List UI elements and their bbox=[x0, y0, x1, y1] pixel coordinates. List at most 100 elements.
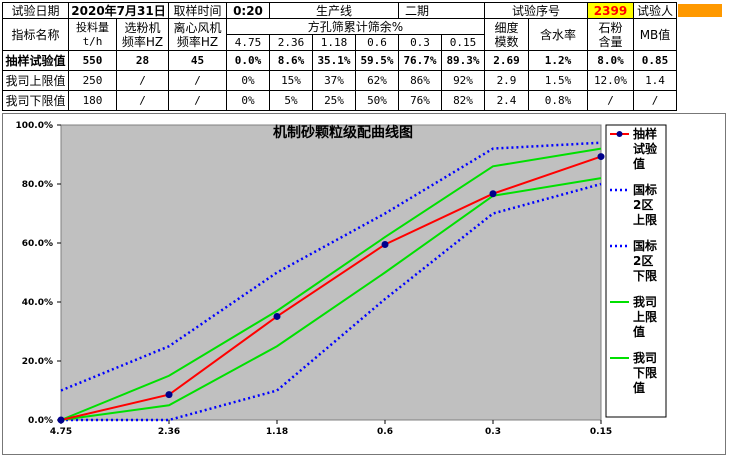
table-cell[interactable]: 50% bbox=[355, 90, 399, 111]
sieve-header: 2.36 bbox=[269, 34, 313, 51]
data-point bbox=[597, 153, 605, 161]
legend-label-line: 2区 bbox=[633, 254, 653, 268]
table-cell[interactable]: / bbox=[168, 90, 227, 111]
legend-label-line: 试验 bbox=[633, 141, 658, 156]
y-tick-label: 100.0% bbox=[16, 121, 54, 131]
serial-label: 试验序号 bbox=[484, 2, 588, 19]
sieve-header: 4.75 bbox=[226, 34, 270, 51]
table-cell[interactable]: 92% bbox=[441, 70, 485, 91]
table-cell[interactable]: 2.69 bbox=[484, 50, 529, 71]
sieve-header: 0.6 bbox=[355, 34, 399, 51]
table-cell[interactable]: 8.6% bbox=[269, 50, 313, 71]
table-row-upper: 我司上限值 250 / / 0% 15% 37% 62% 86% 92% 2.9… bbox=[2, 70, 677, 91]
table-cell[interactable]: 1.5% bbox=[528, 70, 588, 91]
stone-powder-header: 石粉 含量 bbox=[587, 18, 634, 51]
tester-name-redacted bbox=[678, 4, 722, 17]
table-cell[interactable]: 1.4 bbox=[633, 70, 677, 91]
table-cell[interactable]: 0% bbox=[226, 70, 270, 91]
legend-box bbox=[605, 124, 667, 418]
table-cell[interactable]: 2.9 bbox=[484, 70, 529, 91]
table-cell[interactable]: 12.0% bbox=[587, 70, 634, 91]
legend-label-line: 值 bbox=[633, 324, 645, 339]
legend-label: 抽样试验值 bbox=[633, 126, 658, 171]
legend-label-line: 国标 bbox=[633, 182, 657, 197]
table-row-sample: 抽样试验值 550 28 45 0.0% 8.6% 35.1% 59.5% 76… bbox=[2, 50, 677, 71]
sample-time-value[interactable]: 0:20 bbox=[226, 2, 270, 19]
separator-freq-header: 选粉机 频率HZ bbox=[116, 18, 169, 51]
legend-label: 我司下限值 bbox=[633, 350, 657, 395]
table-cell[interactable]: 0.8% bbox=[528, 90, 588, 111]
table-cell[interactable]: 89.3% bbox=[441, 50, 485, 71]
sample-time-label: 取样时间 bbox=[168, 2, 227, 19]
table-cell[interactable]: 35.1% bbox=[312, 50, 356, 71]
chart-title: 机制砂颗粒级配曲线图 bbox=[273, 124, 413, 141]
table-cell[interactable]: 37% bbox=[312, 70, 356, 91]
table-cell[interactable]: 2.4 bbox=[484, 90, 529, 111]
table-cell[interactable]: 76.7% bbox=[398, 50, 442, 71]
series-line bbox=[60, 155, 602, 421]
data-point bbox=[57, 416, 65, 424]
mb-header: MB值 bbox=[633, 18, 677, 51]
table-cell[interactable]: 550 bbox=[68, 50, 117, 71]
legend-label-line: 2区 bbox=[633, 198, 653, 212]
table-cell[interactable]: 8.0% bbox=[587, 50, 634, 71]
legend-label: 国标 2区上限 bbox=[633, 182, 657, 227]
table-cell[interactable]: 28 bbox=[116, 50, 169, 71]
table-cell[interactable]: 0.85 bbox=[633, 50, 677, 71]
x-tick-label: 0.3 bbox=[485, 427, 501, 437]
row-label: 我司下限值 bbox=[2, 90, 69, 111]
moisture-header: 含水率 bbox=[528, 18, 588, 51]
table-cell[interactable]: 250 bbox=[68, 70, 117, 91]
series-line bbox=[60, 177, 602, 421]
table-cell[interactable]: 62% bbox=[355, 70, 399, 91]
table-cell[interactable]: 180 bbox=[68, 90, 117, 111]
table-cell[interactable]: 0.0% bbox=[226, 50, 270, 71]
table-cell[interactable]: / bbox=[116, 70, 169, 91]
table-cell[interactable]: 76% bbox=[398, 90, 442, 111]
table-cell[interactable]: 0% bbox=[226, 90, 270, 111]
series-line bbox=[61, 182, 602, 422]
y-tick-label: 80.0% bbox=[22, 180, 53, 190]
x-axis: 4.75 2.36 1.18 0.6 0.3 0.15 bbox=[50, 420, 612, 437]
legend-label-line: 下限 bbox=[633, 268, 657, 283]
table-cell[interactable]: 86% bbox=[398, 70, 442, 91]
production-line-value[interactable]: 二期 bbox=[398, 2, 485, 19]
x-tick-label: 1.18 bbox=[266, 427, 288, 437]
grading-curve-chart: 机制砂颗粒级配曲线图 0.0% 20.0% 40.0% 60.0% 80.0% 100.0… bbox=[2, 113, 726, 455]
table-cell[interactable]: 82% bbox=[441, 90, 485, 111]
serial-value[interactable]: 2399 bbox=[587, 2, 634, 19]
table-cell[interactable]: 1.2% bbox=[528, 50, 588, 71]
x-tick-label: 0.6 bbox=[377, 427, 393, 437]
table-cell[interactable]: 25% bbox=[312, 90, 356, 111]
legend-label-line: 我司 bbox=[633, 294, 657, 309]
table-cell[interactable]: 59.5% bbox=[355, 50, 399, 71]
sieve-header: 0.15 bbox=[441, 34, 485, 51]
table-cell[interactable]: / bbox=[633, 90, 677, 111]
legend-label-line: 值 bbox=[633, 380, 645, 395]
legend-label: 我司上限值 bbox=[633, 294, 657, 339]
table-cell[interactable]: 15% bbox=[269, 70, 313, 91]
date-value[interactable]: 2020年7月31日 bbox=[68, 2, 169, 19]
legend-label-line: 下限 bbox=[633, 365, 657, 380]
tester-label: 试验人 bbox=[633, 2, 677, 19]
data-point bbox=[165, 391, 173, 399]
row-label: 抽样试验值 bbox=[2, 50, 69, 71]
x-tick-label: 0.15 bbox=[590, 427, 612, 437]
legend-marker bbox=[616, 131, 623, 137]
table-cell[interactable]: 45 bbox=[168, 50, 227, 71]
feed-rate-header: 投料量 t/h bbox=[68, 18, 117, 51]
table-cell[interactable]: 5% bbox=[269, 90, 313, 111]
data-point bbox=[273, 312, 281, 320]
legend-label-line: 上限 bbox=[633, 212, 657, 227]
table-cell[interactable]: / bbox=[587, 90, 634, 111]
table-cell[interactable]: / bbox=[116, 90, 169, 111]
sieve-header: 0.3 bbox=[398, 34, 442, 51]
table-row-lower: 我司下限值 180 / / 0% 5% 25% 50% 76% 82% 2.4 … bbox=[2, 90, 677, 111]
table-cell[interactable]: / bbox=[168, 70, 227, 91]
sieve-header: 1.18 bbox=[312, 34, 356, 51]
series-layer bbox=[57, 141, 605, 424]
legend-label-line: 我司 bbox=[633, 350, 657, 365]
date-label: 试验日期 bbox=[2, 2, 69, 19]
data-point bbox=[381, 240, 389, 248]
